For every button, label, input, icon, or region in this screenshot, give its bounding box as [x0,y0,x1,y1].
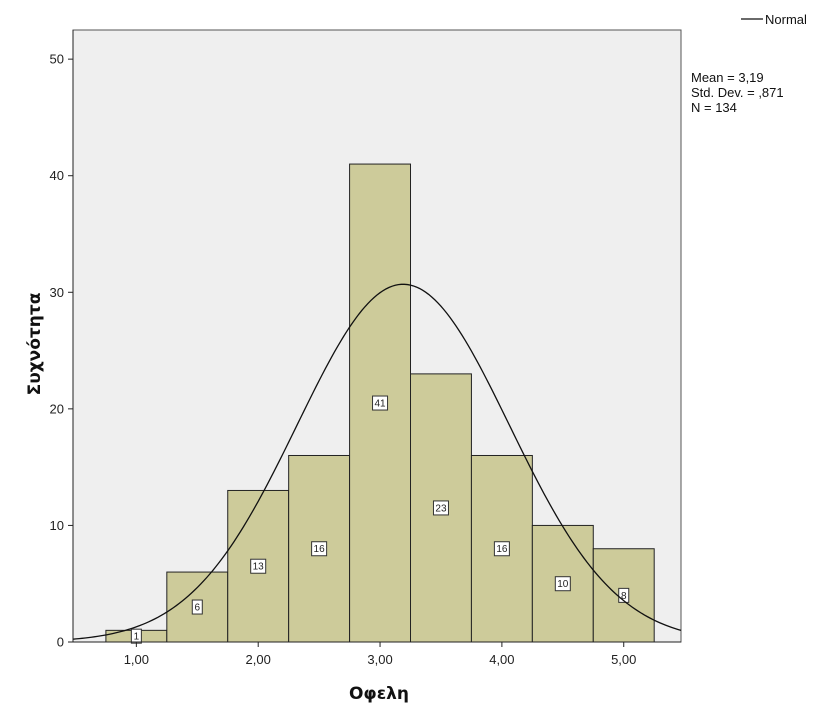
bar-value-label: 13 [250,558,267,574]
bar-value-text: 13 [253,562,265,573]
x-axis-title: Οφελη [349,684,409,704]
bar-value-label: 41 [372,395,389,411]
bar-value-label: 8 [618,587,630,603]
bar-value-label: 16 [493,541,510,557]
bar-value-box [432,500,449,516]
bar-value-label: 10 [554,576,571,592]
bar-value-text: 6 [194,603,200,614]
bar-value-text: 16 [314,544,326,555]
bar-value-box [554,576,571,592]
y-axis-title: Συχνότητα [25,293,45,396]
bar-value-box [311,541,328,557]
stat-mean: Mean = 3,19 [691,70,764,85]
bar-value-box [493,541,510,557]
stats-box: Mean = 3,19 Std. Dev. = ,871 N = 134 [691,70,784,115]
bar-value-box [191,599,203,615]
bar-value-text: 1 [134,632,140,643]
x-tick-label: 3,00 [367,652,392,667]
bar-value-text: 16 [496,544,508,555]
bar-value-box [372,395,389,411]
stat-n: N = 134 [691,100,737,115]
bar-value-label: 16 [311,541,328,557]
bar-value-text: 23 [435,503,447,514]
bar-value-label: 6 [191,599,203,615]
bar-value-text: 41 [374,399,386,410]
bar-value-label: 23 [432,500,449,516]
x-tick-label: 4,00 [489,652,514,667]
stat-std-dev: Std. Dev. = ,871 [691,85,784,100]
legend-normal-label: Normal [765,12,807,27]
y-tick-label: 10 [50,518,64,533]
bar-value-box [250,558,267,574]
bar-value-text: 10 [557,579,569,590]
normal-curve-line [72,283,682,640]
bar-value-label: 1 [130,628,142,644]
x-tick-label: 1,00 [124,652,149,667]
legend: Normal [741,12,807,27]
bar-value-box [618,587,630,603]
x-tick-label: 2,00 [246,652,271,667]
y-tick-label: 30 [50,285,64,300]
bar-value-text: 8 [621,591,627,602]
y-tick-label: 40 [50,168,64,183]
y-tick-label: 0 [57,635,64,650]
x-tick-label: 5,00 [611,652,636,667]
y-tick-label: 50 [50,52,64,67]
y-tick-label: 20 [50,401,64,416]
